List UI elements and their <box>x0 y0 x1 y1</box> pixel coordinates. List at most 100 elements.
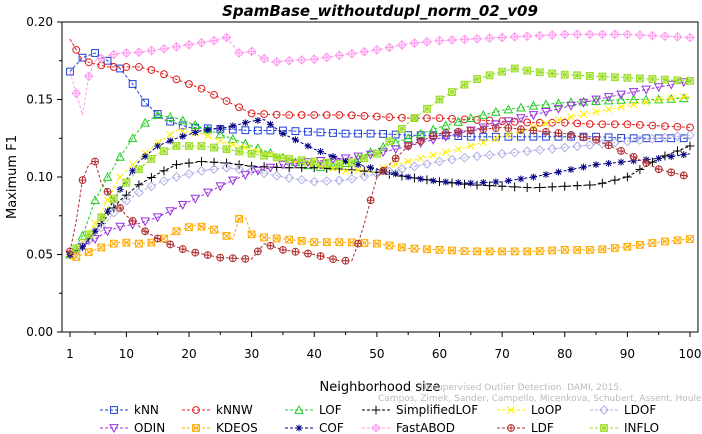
point-ldf <box>629 153 638 161</box>
point-lof <box>227 133 238 143</box>
point-knnw <box>423 114 431 122</box>
point-cof <box>216 124 224 132</box>
point-fastabod <box>346 48 357 59</box>
legend-item-loop: LoOP <box>497 403 562 417</box>
point-kdeos <box>109 239 118 248</box>
point-loop <box>429 151 437 160</box>
point-loop <box>629 100 638 109</box>
point-knnw <box>598 120 607 129</box>
point-lof <box>403 133 414 143</box>
legend-item-lof: LOF <box>285 403 342 417</box>
point-ldf <box>304 249 312 258</box>
point-ldof <box>422 159 432 169</box>
point-ldof <box>159 176 169 187</box>
point-ldof <box>572 141 583 152</box>
point-simplifiedlof <box>147 173 156 182</box>
point-inflo <box>648 75 657 83</box>
point-fastabod <box>384 42 395 53</box>
point-kdeos <box>673 236 682 245</box>
point-simplifiedlof <box>547 182 557 192</box>
point-knn <box>66 67 74 76</box>
point-cof <box>454 179 462 186</box>
point-knnw <box>435 114 444 122</box>
point-ldf <box>141 227 150 236</box>
point-loop <box>254 147 262 155</box>
point-loop <box>642 98 650 106</box>
point-fastabod <box>572 29 583 40</box>
point-simplifiedlof <box>635 165 645 174</box>
point-ldf <box>91 157 99 166</box>
point-cof <box>567 166 575 173</box>
point-lof <box>340 157 351 167</box>
point-simplifiedlof <box>510 182 520 192</box>
point-inflo <box>185 142 193 150</box>
point-loop <box>617 103 625 111</box>
point-ldf <box>316 252 325 260</box>
point-lof <box>378 141 388 151</box>
point-inflo <box>272 153 281 162</box>
point-lof <box>165 112 176 121</box>
point-knnw <box>635 121 644 129</box>
point-ldf <box>604 141 613 150</box>
point-loop <box>404 157 412 166</box>
point-fastabod <box>133 47 144 58</box>
legend-label: COF <box>319 421 344 434</box>
point-knnw <box>523 118 532 127</box>
point-loop <box>504 131 513 139</box>
point-inflo <box>623 73 632 82</box>
legend-swatch-marker <box>599 405 609 415</box>
point-ldf <box>228 254 237 263</box>
point-loop <box>592 108 600 116</box>
x-tick-label: 30 <box>244 347 259 361</box>
point-loop <box>467 142 475 150</box>
point-fastabod <box>334 50 345 61</box>
point-knn <box>103 56 112 65</box>
point-fastabod <box>459 34 470 45</box>
point-knnw <box>210 90 218 99</box>
point-inflo <box>673 76 682 85</box>
legend-label: LOF <box>319 403 342 417</box>
point-simplifiedlof <box>622 172 632 182</box>
point-inflo <box>335 160 344 168</box>
point-knnw <box>360 112 369 120</box>
point-loop <box>229 140 237 149</box>
point-inflo <box>297 156 306 165</box>
point-ldof <box>597 138 608 149</box>
plot-frame <box>61 21 699 333</box>
legend-swatch-marker <box>507 406 515 414</box>
point-ldof <box>647 133 658 144</box>
point-ldof <box>259 168 270 179</box>
point-inflo <box>260 151 269 160</box>
point-knnw <box>673 122 682 131</box>
point-inflo <box>398 125 406 133</box>
point-knn <box>479 132 488 141</box>
point-ldf <box>454 127 463 136</box>
point-odin <box>303 158 313 168</box>
point-simplifiedlof <box>359 166 369 176</box>
x-tick-label: 60 <box>432 347 447 361</box>
point-odin <box>227 176 238 186</box>
point-simplifiedlof <box>297 163 307 173</box>
point-cof <box>191 129 199 136</box>
point-lof <box>528 100 539 110</box>
point-odin <box>265 163 276 173</box>
point-inflo <box>423 104 431 113</box>
point-ldof <box>209 164 219 175</box>
point-kdeos <box>247 230 256 239</box>
point-fastabod <box>171 41 182 52</box>
point-kdeos <box>222 232 231 240</box>
point-knnw <box>297 111 306 119</box>
point-cof <box>279 130 287 137</box>
point-odin <box>215 182 226 192</box>
point-cof <box>655 155 663 162</box>
point-fastabod <box>422 36 432 47</box>
point-ldf <box>654 165 663 174</box>
point-cof <box>354 161 362 168</box>
point-odin <box>365 150 376 160</box>
point-loop <box>654 95 663 104</box>
point-ldof <box>221 162 232 173</box>
legend-item-odin: ODIN <box>100 421 165 434</box>
point-ldf <box>441 129 450 137</box>
point-simplifiedlof <box>121 190 131 200</box>
point-kdeos <box>523 247 532 256</box>
